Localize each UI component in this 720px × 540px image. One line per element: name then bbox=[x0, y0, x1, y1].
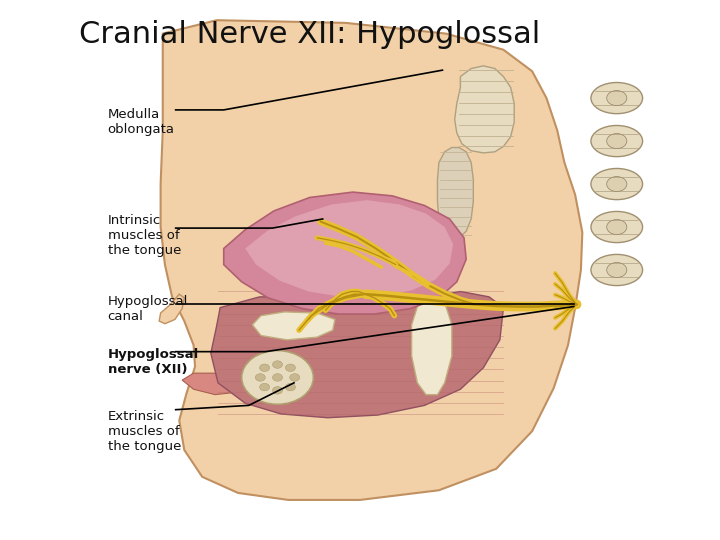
Polygon shape bbox=[454, 66, 514, 153]
Ellipse shape bbox=[607, 177, 627, 192]
Ellipse shape bbox=[607, 91, 627, 106]
Polygon shape bbox=[161, 20, 582, 500]
Circle shape bbox=[272, 374, 282, 381]
Polygon shape bbox=[211, 292, 503, 418]
Circle shape bbox=[285, 383, 295, 391]
Circle shape bbox=[289, 374, 300, 381]
Text: Hypoglossal
nerve (XII): Hypoglossal nerve (XII) bbox=[107, 348, 199, 376]
Circle shape bbox=[272, 361, 282, 368]
Ellipse shape bbox=[591, 212, 642, 242]
Circle shape bbox=[260, 383, 269, 391]
Polygon shape bbox=[182, 373, 246, 395]
Ellipse shape bbox=[607, 219, 627, 234]
Text: Intrinsic
muscles of
the tongue: Intrinsic muscles of the tongue bbox=[107, 214, 181, 256]
Polygon shape bbox=[253, 312, 335, 340]
Ellipse shape bbox=[591, 254, 642, 286]
Polygon shape bbox=[438, 147, 473, 238]
Text: Medulla
oblongata: Medulla oblongata bbox=[107, 108, 174, 136]
Ellipse shape bbox=[607, 133, 627, 148]
Ellipse shape bbox=[607, 262, 627, 278]
Circle shape bbox=[256, 374, 266, 381]
Circle shape bbox=[285, 364, 295, 372]
Circle shape bbox=[242, 350, 313, 404]
Polygon shape bbox=[224, 192, 466, 314]
Ellipse shape bbox=[591, 83, 642, 113]
Text: Hypoglossal
canal: Hypoglossal canal bbox=[107, 295, 188, 323]
Text: Extrinsic
muscles of
the tongue: Extrinsic muscles of the tongue bbox=[107, 410, 181, 453]
Polygon shape bbox=[159, 294, 184, 323]
Ellipse shape bbox=[591, 168, 642, 200]
Polygon shape bbox=[412, 292, 452, 395]
Circle shape bbox=[260, 364, 269, 372]
Text: Cranial Nerve XII: Hypoglossal: Cranial Nerve XII: Hypoglossal bbox=[79, 20, 541, 49]
Ellipse shape bbox=[591, 125, 642, 157]
Polygon shape bbox=[246, 200, 453, 297]
Circle shape bbox=[272, 387, 282, 394]
